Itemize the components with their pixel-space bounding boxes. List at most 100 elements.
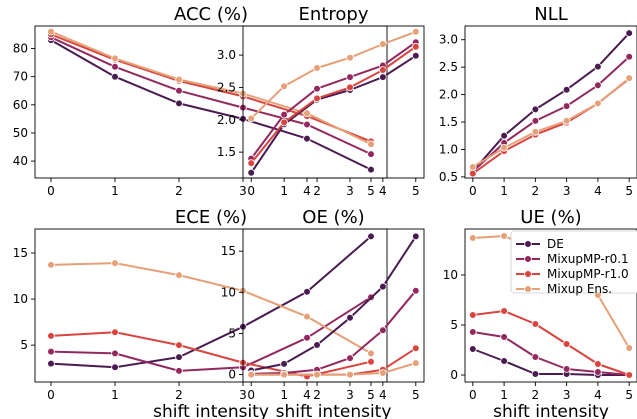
x-tick-label: 2 <box>175 388 183 402</box>
y-tick-label: 60 <box>13 98 28 112</box>
data-point <box>379 66 387 74</box>
data-point <box>303 109 311 118</box>
panel-title: ACC (%) <box>174 4 248 25</box>
legend-marker <box>524 255 532 263</box>
x-tick-label: 4 <box>303 388 311 402</box>
axes-frame <box>242 228 425 383</box>
x-tick-label: 0 <box>469 184 477 198</box>
series-line <box>472 310 630 376</box>
data-point <box>280 82 288 90</box>
data-point <box>625 74 633 82</box>
data-point <box>175 99 183 108</box>
data-point <box>411 27 420 36</box>
x-tick-label: 4 <box>303 184 311 198</box>
series-line <box>50 235 372 369</box>
data-point <box>175 75 183 84</box>
x-tick-label: 5 <box>625 388 633 402</box>
axes-frame <box>242 25 425 179</box>
x-tick-label: 3 <box>563 184 571 198</box>
data-point <box>313 84 321 93</box>
data-point <box>625 344 633 352</box>
data-point <box>247 114 256 123</box>
data-point <box>594 99 602 108</box>
data-point <box>367 357 375 366</box>
x-tick-label: 4 <box>379 184 387 198</box>
series-line <box>250 41 417 160</box>
series-line <box>472 77 630 168</box>
x-tick-label: 1 <box>500 388 508 402</box>
y-tick-label: 5 <box>20 338 28 352</box>
data-point <box>346 83 354 92</box>
x-tick-label: 1 <box>111 184 119 198</box>
series-line <box>472 32 630 173</box>
x-tick-label: 1 <box>280 388 288 402</box>
data-point <box>111 363 119 372</box>
data-point <box>379 282 387 291</box>
y-tick-label: 50 <box>13 126 28 140</box>
data-point <box>346 354 354 362</box>
x-tick-label: 2 <box>175 184 183 198</box>
panel-title: NLL <box>534 4 568 25</box>
data-point <box>175 271 183 279</box>
data-point <box>500 144 508 152</box>
data-point <box>562 85 571 94</box>
data-point <box>411 51 420 60</box>
data-point <box>346 313 354 322</box>
y-tick-label: 10 <box>221 285 236 299</box>
data-point <box>47 27 55 36</box>
data-point <box>468 169 477 178</box>
data-point <box>175 86 183 95</box>
y-tick-label: 40 <box>13 154 28 168</box>
data-point <box>562 117 571 125</box>
data-point <box>468 328 477 336</box>
y-tick-label: 15 <box>13 246 28 260</box>
data-point <box>562 365 571 373</box>
data-point <box>247 169 256 177</box>
data-point <box>531 353 540 361</box>
data-point <box>111 54 119 63</box>
y-tick-label: 2.0 <box>217 113 236 127</box>
x-axis-label: shift intensity <box>153 402 269 419</box>
data-point <box>47 261 55 269</box>
data-point <box>379 40 387 48</box>
data-point <box>47 359 55 368</box>
y-tick-label: 5 <box>228 326 236 340</box>
y-tick-label: 2.0 <box>439 88 458 102</box>
data-point <box>47 347 55 356</box>
x-tick-label: 4 <box>379 388 387 402</box>
data-point <box>562 102 571 110</box>
data-point <box>313 94 321 103</box>
data-point <box>313 370 321 379</box>
data-point <box>367 349 375 358</box>
data-point <box>500 307 508 315</box>
data-point <box>379 326 387 335</box>
data-point <box>111 72 119 81</box>
data-point <box>411 359 420 367</box>
x-tick-label: 4 <box>594 184 602 198</box>
panel-title: ECE (%) <box>175 207 247 228</box>
legend-marker <box>524 270 532 278</box>
legend-marker <box>524 240 532 248</box>
data-point <box>346 73 354 81</box>
x-tick-label: 0 <box>247 388 255 402</box>
y-tick-label: 3.0 <box>217 48 236 62</box>
axes-frame <box>34 228 388 383</box>
panel-title: OE (%) <box>302 207 364 228</box>
x-tick-label: 3 <box>563 388 571 402</box>
legend-label: MixupMP-r1.0 <box>547 267 629 281</box>
series-line <box>472 55 630 173</box>
data-point <box>500 333 508 341</box>
data-point <box>500 232 508 240</box>
series-line <box>250 30 417 120</box>
panel-title: UE (%) <box>520 207 581 228</box>
y-tick-label: 15 <box>221 244 236 258</box>
x-tick-label: 2 <box>313 388 321 402</box>
series-line <box>251 362 417 376</box>
data-point <box>346 53 354 62</box>
data-point <box>280 118 288 127</box>
panel-title: Entropy <box>299 4 369 25</box>
x-tick-label: 3 <box>239 184 247 198</box>
x-tick-label: 0 <box>469 388 477 402</box>
